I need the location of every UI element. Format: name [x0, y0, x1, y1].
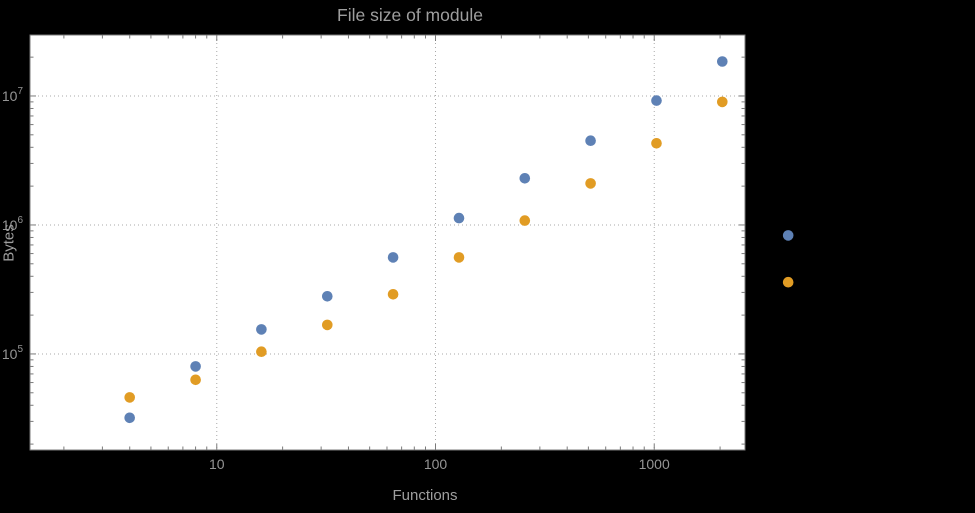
data-point-orange: [453, 252, 465, 263]
x-axis-label: Functions: [392, 487, 458, 504]
data-point-blue: [124, 412, 135, 424]
chart-title: File size of module: [337, 5, 483, 25]
x-tick-label: 100: [424, 456, 448, 472]
plot-frame: [29, 34, 746, 451]
tick-marks: [30, 35, 745, 450]
data-point-blue: [322, 291, 333, 302]
data-point-orange: [387, 289, 399, 300]
y-tick-label: 105: [2, 344, 24, 362]
data-point-orange: [190, 374, 201, 386]
data-point-blue: [190, 361, 201, 372]
x-tick-label: 1000: [639, 456, 670, 472]
x-tick-label: 10: [209, 456, 225, 472]
y-tick-label: 106: [2, 215, 24, 233]
data-point-orange: [322, 319, 333, 331]
y-tick-label: 107: [2, 86, 24, 104]
data-point-blue: [519, 173, 531, 184]
data-point-blue: [585, 135, 596, 146]
data-point-orange: [717, 96, 728, 108]
data-point-orange: [585, 178, 596, 189]
data-point-orange: [519, 215, 531, 226]
y-axis-label: Bytes: [0, 224, 18, 262]
data-point-blue: [651, 95, 662, 106]
data-point-blue: [387, 252, 399, 263]
plot-background: [30, 35, 745, 450]
data-point-orange: [651, 138, 662, 149]
data-point-blue: [453, 212, 465, 224]
data-point-orange: [782, 276, 794, 288]
data-point-blue: [782, 230, 794, 241]
data-point-blue: [717, 56, 728, 67]
series-orange: [124, 96, 794, 403]
data-point-blue: [256, 324, 267, 335]
series-blue: [124, 56, 794, 424]
data-point-orange: [124, 392, 135, 403]
data-point-orange: [256, 346, 267, 358]
